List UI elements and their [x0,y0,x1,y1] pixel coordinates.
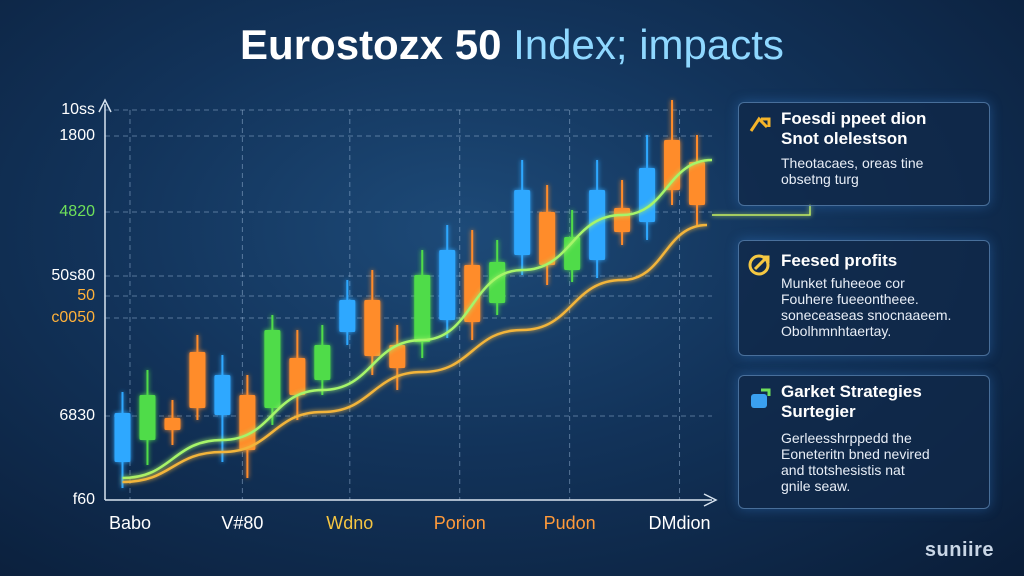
card-body: Theotacaes, oreas tine obsetng turg [781,155,923,187]
y-tick-label: 4820 [59,203,95,220]
title-accent: Index; impacts [513,21,784,68]
candle-body [639,168,656,222]
card: Feesed profits Munket fuheeoe cor Fouher… [738,240,990,356]
candle [289,330,306,420]
candle-body [289,358,306,395]
candle-body [389,345,406,368]
candle [339,280,356,345]
chart-title: Eurostozx 50 Index; impacts [240,21,784,68]
candle [689,135,706,225]
candle-body [439,250,456,320]
card-title-line: Surtegier [781,402,856,421]
card-body-line: gnile seaw. [781,478,851,494]
candle-body [614,208,631,232]
y-tick-label: c0050 [51,309,95,326]
grid [105,109,712,500]
connector [712,204,811,216]
candle [264,315,281,425]
candle [639,135,656,240]
y-tick-label: 6830 [59,407,95,424]
candle [614,180,631,245]
card-body-line: Obolhmnhtaertay. [781,323,892,339]
candle-body [214,375,231,415]
card-body-line: obsetng turg [781,171,859,187]
candle-body [514,190,531,255]
card-body-line: Eoneteritn bned nevired [781,446,930,462]
candle-body [164,418,181,430]
y-tick-label: 1800 [59,127,95,144]
x-tick-label: Babo [109,513,151,533]
candle [164,400,181,445]
y-tick-label: 10ss [61,101,95,118]
candle [589,160,606,278]
card-title: Foesdi ppeet dion Snot olelestson [781,109,926,149]
card: Garket Strategies Surtegier Gerleesshrpp… [738,375,990,509]
title-main: Eurostozx 50 [240,21,501,68]
y-axis-arrow [98,98,112,113]
candle [364,270,381,375]
x-tick-label: DMdion [649,513,711,533]
candle-body [339,300,356,332]
candle [514,160,531,275]
candle-body [364,300,381,356]
candle-body [314,345,331,380]
candle-body [539,212,556,265]
card-title-line: Snot olelestson [781,129,908,148]
watermark: suniire [924,539,994,561]
card-title-line: Foesdi ppeet dion [781,109,927,128]
card-title-line: Feesed profits [781,251,898,270]
card-body-line: soneceaseas snocnaaeem. [781,307,952,323]
y-tick-label: f60 [73,491,95,508]
x-axis-arrow [703,493,718,507]
card-title: Feesed profits [781,251,897,271]
x-tick-label: Porion [434,513,486,533]
card-body-line: Theotacaes, oreas tine [781,155,924,171]
candle [464,230,481,340]
card-title-line: Garket Strategies [781,382,922,401]
candle-body [189,352,206,408]
trend-line [122,223,708,484]
x-tick-label: Pudon [544,513,596,533]
candle [189,335,206,420]
card-icon [749,116,771,132]
candle-body [139,395,156,440]
card-title: Garket Strategies Surtegier [781,382,922,422]
card: Foesdi ppeet dion Snot olelestson Theota… [738,102,990,206]
x-tick-label: Wdno [326,513,373,533]
candle [414,250,431,358]
candle [539,185,556,285]
plot-area [114,100,713,488]
y-tick-label: 50s80 [51,267,95,284]
card-body: Munket fuheeoe cor Fouhere fueeontheee. … [781,275,951,339]
candle-body [464,265,481,322]
candle-body [114,413,131,462]
candle [314,325,331,395]
card-body-line: Gerleesshrppedd the [781,430,912,446]
candle [564,210,581,282]
candle-body [689,162,706,205]
card-body-line: and ttotshesistis nat [781,462,905,478]
trend-line [122,158,713,480]
candle-body [589,190,606,260]
candle [139,370,156,465]
card-icon [748,254,770,276]
candle [389,325,406,390]
candle-body [264,330,281,408]
candle [114,392,131,488]
card-body: Gerleesshrppedd the Eoneteritn bned nevi… [781,430,930,494]
y-tick-label: 50 [77,287,95,304]
card-body-line: Fouhere fueeontheee. [781,291,919,307]
candle-body [414,275,431,342]
candle-body [239,395,256,450]
x-tick-label: V#80 [221,513,263,533]
card-icon [751,388,771,408]
candle [439,225,456,338]
candle-body [489,262,506,303]
candle [239,375,256,478]
candle [214,355,231,462]
card-body-line: Munket fuheeoe cor [781,275,905,291]
